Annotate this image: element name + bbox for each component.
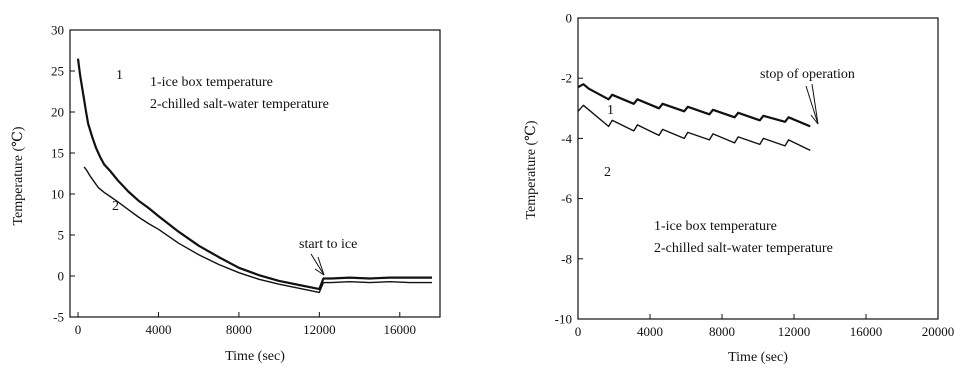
x-tick-label-right-3: 12000 [778,324,811,339]
y-axis-title-right: Temperature (℃) [524,120,539,219]
x-axis-title-right: Time (sec) [728,350,788,365]
chart-left: 0 4000 8000 12000 16000 -5 0 5 10 15 20 25 30 Time (… [11,23,441,364]
y-tick-label-left-4: 15 [51,146,64,161]
chart-right: 0 4000 8000 12000 16000 20000 -10 -8 -6 -4 -2 0 Tim… [524,11,954,366]
y-tick-label-right-0: -10 [555,312,572,327]
y-tick-label-right-4: -2 [561,71,572,86]
series-line-left-1 [76,58,432,291]
plot-frame-right [577,17,939,320]
x-tick-label-right-0: 0 [575,324,582,339]
legend-line-2-left: 2-chilled salt-water temperature [150,97,329,112]
series-left [76,58,432,294]
x-tick-label-left-2: 8000 [226,322,252,337]
x-tick-label-left-4: 16000 [384,322,417,337]
y-tick-label-left-6: 25 [51,64,64,79]
curve-label-1-left: 1 [116,68,123,83]
x-tick-label-right-2: 8000 [709,324,735,339]
series-right [577,83,811,152]
ticks-left: 0 4000 8000 12000 16000 -5 0 5 10 15 20 25 30 [51,23,416,338]
y-tick-label-left-3: 10 [51,187,64,202]
ticks-right: 0 4000 8000 12000 16000 20000 -10 -8 -6 -4 -2 0 [555,11,955,340]
series-line-right-2 [577,104,811,152]
y-tick-label-right-1: -8 [561,251,572,266]
annotation-arrow-right [805,83,819,125]
x-tick-label-left-3: 12000 [303,322,336,337]
legend-line-1-left: 1-ice box temperature [150,75,273,90]
y-tick-label-right-5: 0 [566,11,573,26]
legend-line-2-right: 2-chilled salt-water temperature [654,241,833,256]
y-tick-label-left-0: -5 [53,310,64,325]
y-tick-label-left-5: 20 [51,105,64,120]
curve-label-2-right: 2 [604,165,611,180]
x-tick-label-right-4: 16000 [850,324,883,339]
y-tick-label-right-3: -4 [561,131,572,146]
y-tick-label-left-7: 30 [51,23,64,38]
y-tick-label-left-2: 5 [58,228,65,243]
x-tick-label-left-0: 0 [75,322,82,337]
x-tick-label-right-5: 20000 [922,324,955,339]
x-axis-title-left: Time (sec) [225,349,285,364]
y-axis-title-left: Temperature (℃) [11,126,26,225]
curve-label-1-right: 1 [607,103,614,118]
x-tick-label-left-1: 4000 [145,322,171,337]
plot-frame-left [69,29,441,318]
series-line-left-2 [83,166,432,294]
legend-line-1-right: 1-ice box temperature [654,219,777,234]
series-line-right-1 [577,83,811,128]
y-tick-label-right-2: -6 [561,191,572,206]
x-tick-label-right-1: 4000 [637,324,663,339]
annotation-start-to-ice: start to ice [299,237,357,252]
curve-label-2-left: 2 [112,199,119,214]
annotation-stop-of-operation: stop of operation [760,67,855,82]
annotation-arrow-left [310,253,325,276]
y-tick-label-left-1: 0 [58,269,65,284]
